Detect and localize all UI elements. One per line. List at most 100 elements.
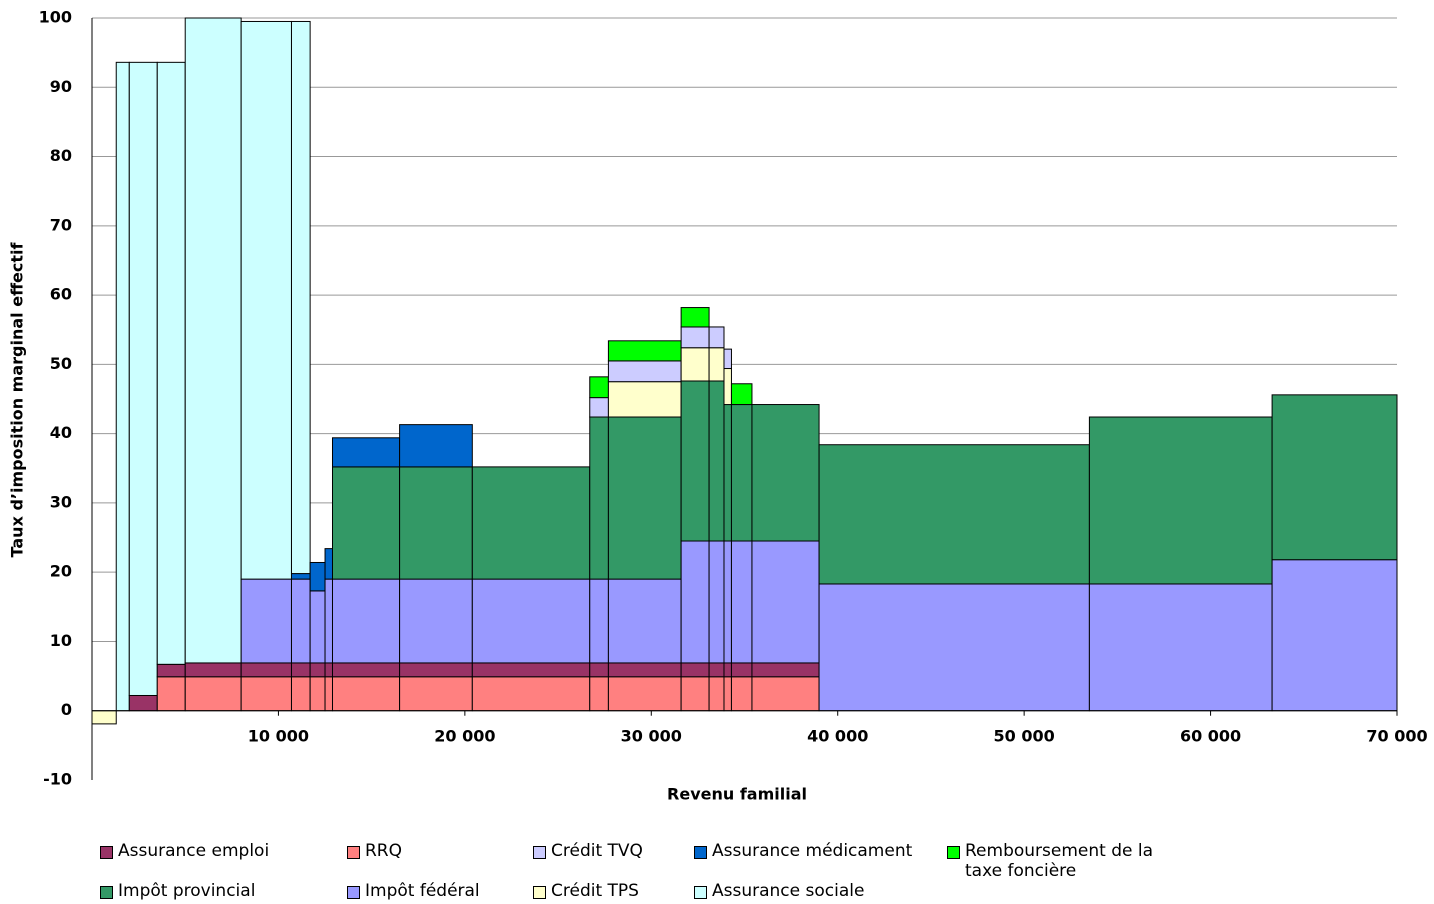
y-tick-label: 30 — [50, 492, 72, 511]
area-segment — [1088, 583, 1273, 712]
area-segment — [708, 380, 725, 542]
x-axis-label: Revenu familial — [667, 785, 807, 804]
area-segment — [128, 61, 158, 696]
area-segment — [290, 676, 311, 712]
area-segment — [708, 326, 725, 349]
legend-swatch — [533, 846, 546, 859]
area-segment — [184, 17, 242, 664]
area-segment — [240, 578, 292, 664]
y-tick-label: 80 — [50, 146, 72, 165]
area-segment — [589, 578, 609, 664]
legend-swatch — [694, 886, 707, 899]
y-tick-label: 50 — [50, 354, 72, 373]
area-segment — [309, 676, 326, 712]
legend-item: Impôt fédéral — [347, 881, 480, 901]
area-segment — [723, 540, 732, 664]
area-segment — [680, 307, 710, 328]
legend-label: RRQ — [365, 841, 403, 861]
legend-item: Crédit TPS — [533, 881, 639, 901]
area-segment — [607, 340, 682, 362]
legend-label: Impôt fédéral — [365, 881, 480, 901]
area-segment — [471, 578, 591, 664]
area-segment — [723, 368, 732, 406]
area-segment — [818, 583, 1090, 712]
legend-label: Crédit TPS — [551, 881, 639, 901]
area-segment — [730, 383, 753, 406]
x-tick-label: 20 000 — [434, 727, 495, 746]
area-segment — [751, 404, 820, 542]
area-segment — [471, 662, 591, 678]
area-segment — [680, 326, 710, 349]
area-segment — [680, 662, 710, 678]
area-segment — [324, 578, 333, 664]
area-segment — [399, 578, 473, 664]
area-segment — [607, 360, 682, 383]
legend-item: Assurance emploi — [100, 841, 269, 861]
area-segment — [607, 381, 682, 418]
area-segment — [471, 676, 591, 712]
y-tick-label: 100 — [39, 8, 72, 27]
area-segment — [607, 578, 682, 664]
area-segment — [240, 676, 292, 712]
area-segment — [723, 348, 732, 370]
area-segment — [680, 347, 710, 382]
area-segment — [399, 662, 473, 678]
area-segment — [723, 676, 732, 712]
legend-swatch — [100, 886, 113, 899]
area-segment — [589, 662, 609, 678]
legend-item: Crédit TVQ — [533, 841, 643, 861]
area-segment — [589, 676, 609, 712]
area-segment — [589, 416, 609, 580]
y-tick-label: 20 — [50, 562, 72, 581]
legend-item: Remboursement de la taxe foncière — [947, 841, 1187, 881]
y-tick-label: 70 — [50, 215, 72, 234]
area-segment — [128, 694, 158, 712]
legend-swatch — [347, 846, 360, 859]
legend-label: Remboursement de la taxe foncière — [965, 841, 1153, 881]
legend-label: Assurance médicament — [712, 841, 913, 861]
area-segment — [680, 676, 710, 712]
area-segment — [730, 662, 753, 678]
area-segment — [730, 540, 753, 664]
area-segment — [1088, 416, 1273, 585]
area-segment — [723, 404, 732, 542]
area-segment — [156, 663, 186, 678]
legend-item: Assurance médicament — [694, 841, 912, 861]
legend-swatch — [100, 846, 113, 859]
x-tick-label: 70 000 — [1366, 727, 1427, 746]
area-segment — [290, 20, 311, 575]
area-segment — [751, 662, 820, 678]
area-segment — [309, 561, 326, 592]
legend-swatch — [947, 846, 960, 859]
area-segment — [324, 548, 333, 580]
area-segment — [324, 662, 333, 678]
legend-label: Crédit TVQ — [551, 841, 643, 861]
x-tick-label: 10 000 — [248, 727, 309, 746]
area-segment — [708, 540, 725, 664]
area-segment — [730, 676, 753, 712]
y-tick-label: -10 — [43, 770, 72, 789]
area-segment — [309, 590, 326, 664]
area-segment — [589, 397, 609, 418]
y-tick-label: 60 — [50, 285, 72, 304]
x-tick-label: 40 000 — [807, 727, 868, 746]
area-segment — [708, 662, 725, 678]
area-segment — [708, 347, 725, 382]
area-segment — [290, 578, 311, 664]
area-segment — [91, 710, 117, 725]
legend-item: Assurance sociale — [694, 881, 864, 901]
x-tick-label: 50 000 — [994, 727, 1055, 746]
area-segment — [115, 61, 130, 712]
area-segment — [399, 676, 473, 712]
area-segment — [399, 466, 473, 580]
area-segment — [240, 662, 292, 678]
area-segment — [156, 676, 186, 712]
legend-swatch — [694, 846, 707, 859]
area-segment — [751, 540, 820, 664]
legend-swatch — [533, 886, 546, 899]
legend-label: Assurance emploi — [118, 841, 270, 861]
x-tick-label: 30 000 — [621, 727, 682, 746]
area-segment — [730, 404, 753, 542]
